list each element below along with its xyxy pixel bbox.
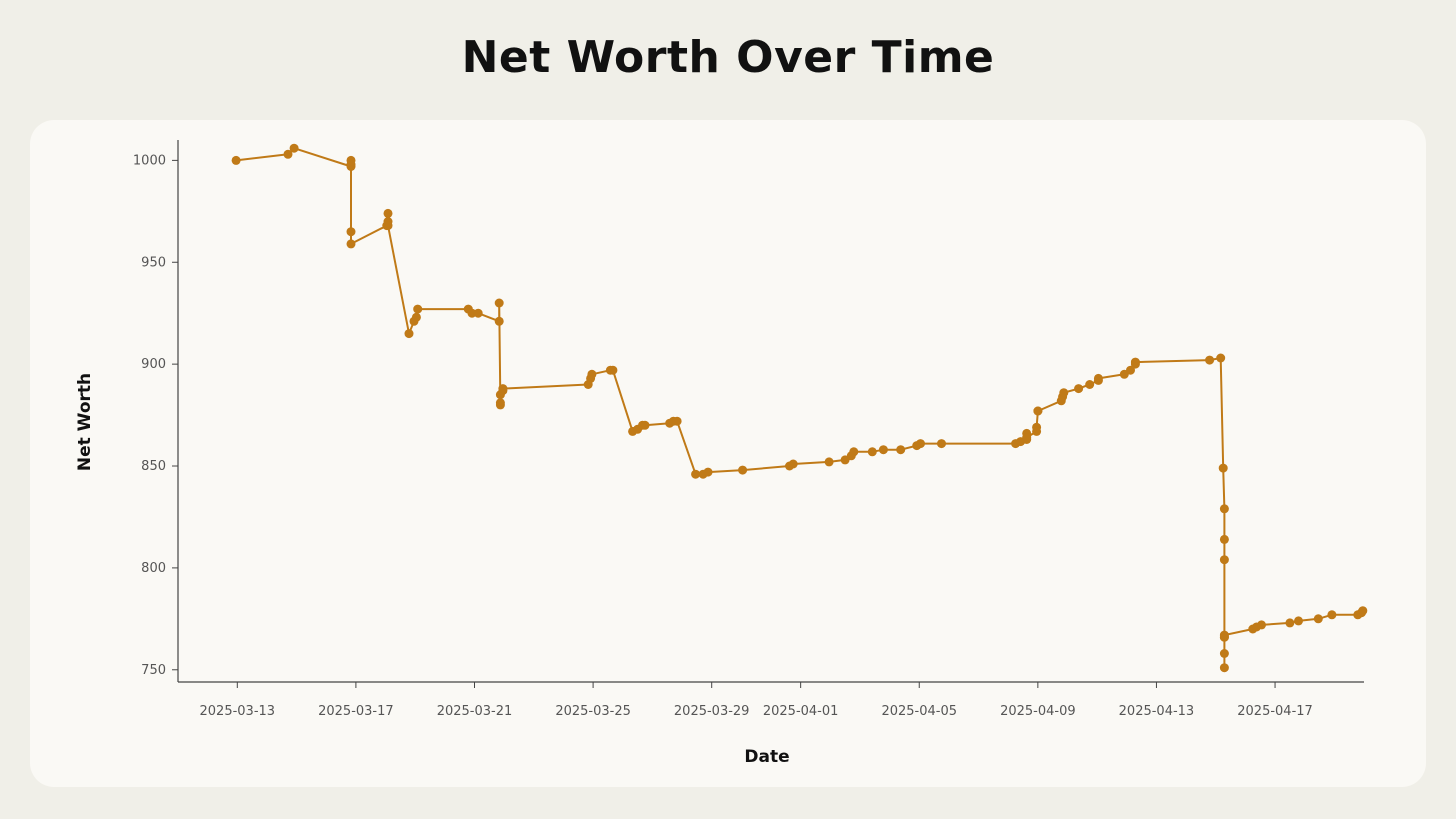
chart-title: Net Worth Over Time <box>461 32 995 83</box>
x-tick-label: 2025-03-29 <box>674 704 750 719</box>
data-point <box>1022 433 1032 442</box>
y-tick-label: 850 <box>141 459 166 474</box>
data-point <box>587 369 597 379</box>
data-point <box>608 365 618 375</box>
x-tick-label: 2025-04-13 <box>1119 704 1195 719</box>
data-point <box>672 416 682 426</box>
data-point <box>346 227 356 237</box>
data-point <box>494 298 504 308</box>
y-tick-label: 950 <box>141 255 166 270</box>
data-point <box>1032 422 1042 432</box>
x-tick-label: 2025-03-17 <box>318 704 394 719</box>
data-point <box>937 439 946 449</box>
x-tick-label: 2025-03-25 <box>555 704 631 719</box>
data-point <box>1059 388 1069 398</box>
data-point <box>411 312 421 322</box>
y-tick-label: 750 <box>141 663 166 678</box>
data-point <box>383 208 393 218</box>
chart-card: 750 800 850 900 950 1000 2025-03-13 2025-03-17… <box>30 120 1426 787</box>
data-point <box>1205 355 1215 365</box>
data-point <box>231 155 241 165</box>
y-tick-label: 1000 <box>133 153 166 168</box>
data-point <box>1074 384 1084 394</box>
x-tick-label: 2025-04-01 <box>763 704 839 719</box>
data-point <box>640 420 650 430</box>
y-tick-label: 900 <box>141 357 166 372</box>
data-point <box>878 445 888 455</box>
data-point <box>849 447 859 457</box>
data-point <box>1285 618 1295 628</box>
x-axis-ticks: 2025-03-13 2025-03-17 2025-03-21 2025-03-25… <box>200 682 1313 719</box>
data-point <box>824 457 834 467</box>
data-point <box>383 221 393 231</box>
series-line <box>235 147 1364 669</box>
x-tick-label: 2025-04-17 <box>1237 704 1313 719</box>
data-point <box>1358 606 1368 616</box>
x-tick-label: 2025-04-09 <box>1000 704 1076 719</box>
data-point <box>691 469 701 479</box>
x-tick-label: 2025-03-13 <box>200 704 276 719</box>
net-worth-line-chart: 750 800 850 900 950 1000 2025-03-13 2025-03-17… <box>75 140 1368 767</box>
data-point <box>896 445 906 455</box>
data-point <box>1219 504 1229 514</box>
data-point <box>283 149 293 159</box>
data-point <box>1294 616 1303 626</box>
data-point <box>346 239 356 249</box>
data-point <box>404 329 414 339</box>
data-point <box>1126 365 1135 375</box>
data-point <box>1216 353 1226 363</box>
data-point <box>473 308 483 318</box>
data-point <box>467 308 477 318</box>
data-point <box>1218 463 1228 473</box>
data-point <box>494 316 504 326</box>
y-tick-label: 800 <box>141 561 166 576</box>
y-axis-ticks: 750 800 850 900 950 1000 <box>133 153 178 678</box>
plot-area <box>231 143 1368 673</box>
data-point <box>867 447 877 457</box>
data-point <box>1085 380 1095 389</box>
x-axis-label: Date <box>744 747 789 767</box>
data-point <box>1219 663 1229 673</box>
data-point <box>1219 534 1229 544</box>
data-point <box>738 465 748 475</box>
data-point <box>703 467 713 477</box>
data-point <box>498 384 508 394</box>
data-point <box>346 160 356 169</box>
data-point <box>1219 630 1229 640</box>
data-point <box>1219 555 1229 565</box>
data-point <box>1327 610 1337 620</box>
data-point <box>1313 614 1323 624</box>
data-point <box>788 459 798 469</box>
data-point <box>289 143 299 153</box>
data-point <box>1093 373 1103 383</box>
data-point <box>1130 357 1140 367</box>
data-point <box>495 398 505 408</box>
y-axis-label: Net Worth <box>75 373 95 471</box>
x-tick-label: 2025-03-21 <box>437 704 513 719</box>
data-point <box>916 439 925 449</box>
data-point <box>1219 649 1229 658</box>
data-point <box>413 304 423 314</box>
x-tick-label: 2025-04-05 <box>881 704 957 719</box>
data-point <box>1033 406 1043 416</box>
data-point <box>1257 620 1266 630</box>
axes <box>177 140 1364 683</box>
